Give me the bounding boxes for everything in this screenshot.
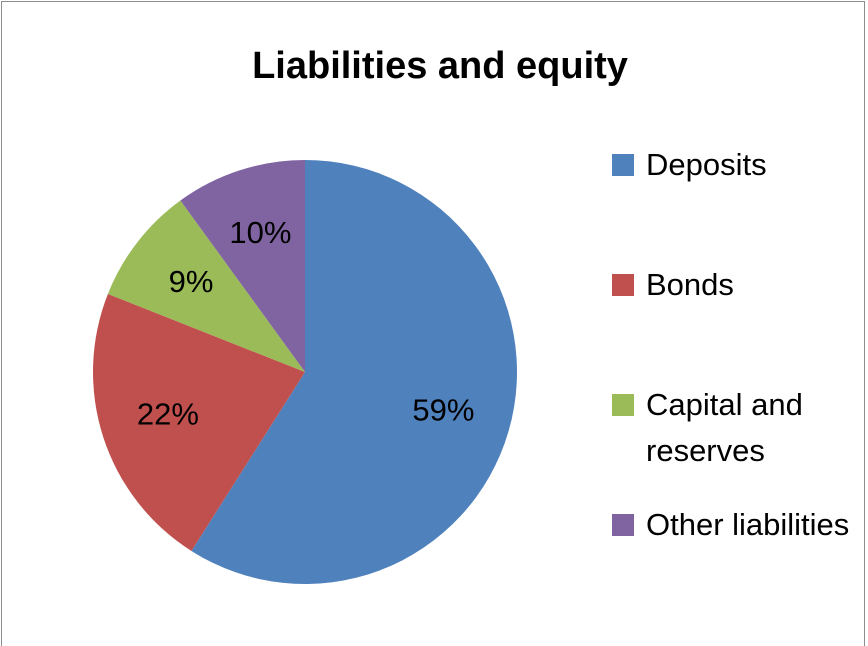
legend-swatch [612, 154, 634, 176]
slice-label: 9% [169, 264, 214, 299]
pie-slice [191, 160, 518, 584]
legend-label: Capital and reserves [646, 387, 803, 468]
chart-title: Liabilities and equity [252, 45, 628, 87]
legend-label: Deposits [646, 147, 767, 182]
legend-entry: Other liabilities [612, 502, 852, 548]
slice-label: 10% [229, 215, 291, 250]
legend-swatch [612, 514, 634, 536]
legend-entry: Capital and reserves [612, 382, 852, 474]
legend-label: Bonds [646, 267, 734, 302]
legend-label: Other liabilities [646, 507, 850, 542]
pie-slice [180, 160, 305, 372]
legend-swatch [612, 394, 634, 416]
pie-slice [107, 200, 305, 372]
pie-slice [93, 293, 305, 551]
legend-entry: Deposits [612, 142, 852, 188]
legend-swatch [612, 274, 634, 296]
slice-label: 22% [137, 397, 199, 432]
legend-entry: Bonds [612, 262, 852, 308]
slice-label: 59% [412, 392, 474, 427]
